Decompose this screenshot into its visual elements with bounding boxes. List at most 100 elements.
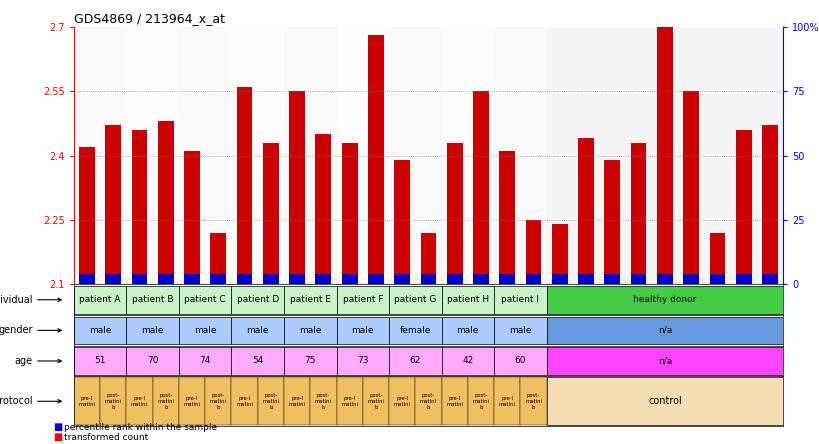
Bar [441, 377, 468, 425]
Bar [682, 91, 698, 285]
Bar [231, 377, 257, 425]
Bar [205, 377, 231, 425]
Text: pre-I
matini: pre-I matini [183, 396, 201, 407]
Bar [231, 347, 283, 375]
Text: male: male [88, 326, 111, 335]
Bar [315, 274, 331, 285]
Text: 60: 60 [514, 357, 526, 365]
Bar [179, 377, 205, 425]
Text: pre-I
matini: pre-I matini [446, 396, 463, 407]
Text: GDS4869 / 213964_x_at: GDS4869 / 213964_x_at [74, 12, 224, 25]
Text: 62: 62 [410, 357, 420, 365]
Text: patient H: patient H [446, 295, 488, 304]
Bar [756, 27, 782, 285]
Bar [446, 274, 462, 285]
Bar [126, 286, 179, 313]
Bar [158, 121, 174, 285]
Bar [100, 377, 126, 425]
Bar [761, 274, 777, 285]
Bar [179, 286, 231, 313]
Text: 51: 51 [94, 357, 106, 365]
Bar [494, 377, 520, 425]
Bar [656, 27, 672, 285]
Text: male: male [456, 326, 478, 335]
Bar [283, 317, 336, 344]
Bar [414, 27, 441, 285]
Text: post-
matini
b: post- matini b [157, 393, 174, 409]
Text: male: male [509, 326, 531, 335]
Bar [179, 317, 231, 344]
Text: 54: 54 [251, 357, 263, 365]
Bar [708, 274, 725, 285]
Bar [388, 347, 441, 375]
Text: percentile rank within the sample: percentile rank within the sample [64, 423, 217, 432]
Bar [414, 377, 441, 425]
Bar [362, 377, 388, 425]
Bar [441, 347, 494, 375]
Bar [735, 274, 751, 285]
Bar [74, 377, 100, 425]
Bar [74, 27, 100, 285]
Bar [473, 91, 488, 285]
Text: 42: 42 [462, 357, 473, 365]
Text: male: male [299, 326, 321, 335]
Bar [388, 286, 441, 313]
Text: 73: 73 [356, 357, 368, 365]
Bar [551, 224, 567, 285]
Text: pre-I
matini: pre-I matini [131, 396, 147, 407]
Bar [179, 347, 231, 375]
Text: post-
matini
b: post- matini b [210, 393, 227, 409]
Bar [368, 35, 383, 285]
Text: female: female [399, 326, 431, 335]
Bar [494, 27, 520, 285]
Bar [336, 347, 388, 375]
Bar [446, 143, 462, 285]
Bar [520, 27, 546, 285]
Bar [546, 317, 782, 344]
Bar [599, 27, 625, 285]
Text: transformed count: transformed count [64, 433, 148, 442]
Bar [74, 347, 126, 375]
Bar [342, 143, 357, 285]
Bar [126, 347, 179, 375]
Bar [499, 274, 514, 285]
Text: male: male [193, 326, 216, 335]
Bar [315, 134, 331, 285]
Bar [362, 27, 388, 285]
Text: pre-I
matini: pre-I matini [341, 396, 358, 407]
Bar [499, 151, 514, 285]
Text: pre-I
matini: pre-I matini [236, 396, 253, 407]
Bar [520, 377, 546, 425]
Text: n/a: n/a [657, 326, 672, 335]
Bar [237, 87, 252, 285]
Text: n/a: n/a [657, 357, 672, 365]
Text: protocol: protocol [0, 396, 33, 406]
Bar [310, 27, 336, 285]
Bar [441, 286, 494, 313]
Bar [105, 274, 121, 285]
Bar [126, 27, 152, 285]
Bar [394, 274, 410, 285]
Bar [257, 377, 283, 425]
Bar [388, 27, 414, 285]
Bar [79, 274, 95, 285]
Bar [289, 91, 305, 285]
Bar [336, 27, 362, 285]
Text: ■: ■ [53, 432, 62, 442]
Text: post-
matini
b: post- matini b [105, 393, 121, 409]
Bar [342, 274, 357, 285]
Bar [158, 274, 174, 285]
Bar [525, 220, 541, 285]
Bar [546, 347, 782, 375]
Text: male: male [247, 326, 269, 335]
Bar [420, 233, 436, 285]
Bar [388, 317, 441, 344]
Bar [231, 286, 283, 313]
Bar [708, 233, 725, 285]
Text: gender: gender [0, 325, 33, 335]
Bar [577, 139, 593, 285]
Bar [184, 151, 200, 285]
Bar [494, 317, 546, 344]
Bar [420, 274, 436, 285]
Bar [231, 27, 257, 285]
